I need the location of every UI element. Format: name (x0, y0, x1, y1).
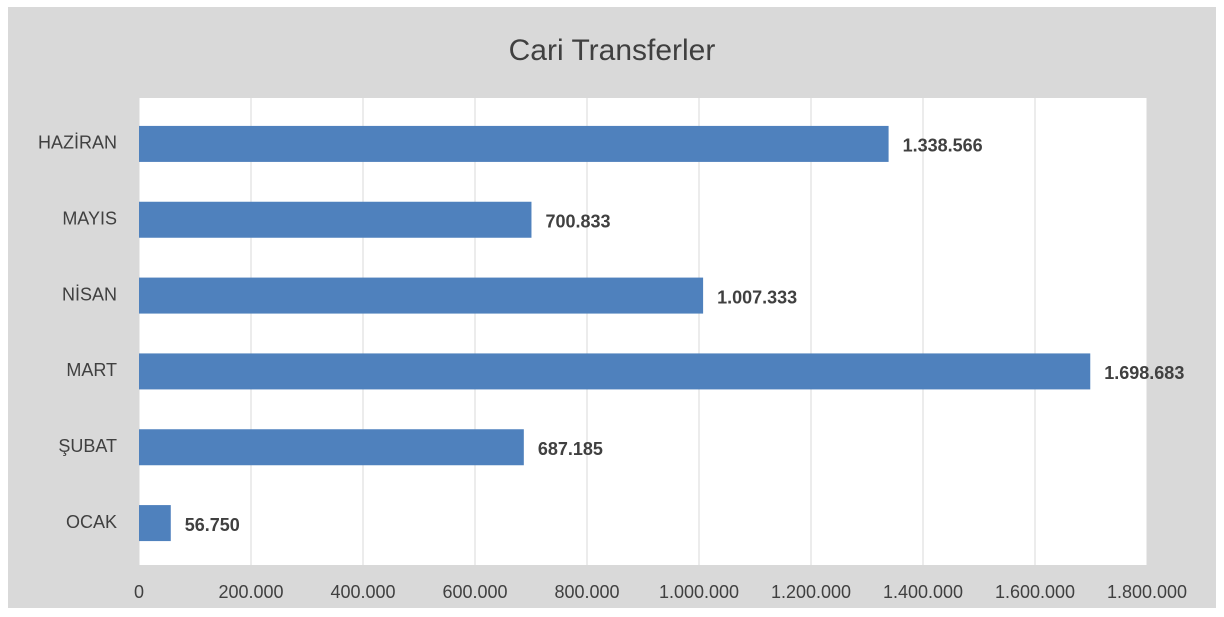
value-label: 1.698.683 (1104, 363, 1184, 383)
bar (139, 429, 524, 466)
y-tick-label: MART (66, 360, 117, 380)
value-label: 1.338.566 (903, 136, 983, 156)
x-tick-label: 1.400.000 (883, 582, 963, 602)
y-tick-label: OCAK (66, 512, 117, 532)
x-tick-label: 1.000.000 (659, 582, 739, 602)
y-tick-label: MAYIS (62, 209, 117, 229)
x-tick-label: 600.000 (442, 582, 507, 602)
plot-area (139, 98, 1147, 565)
chart-title: Cari Transferler (509, 34, 716, 67)
value-label: 1.007.333 (717, 287, 797, 307)
value-label: 56.750 (185, 515, 240, 535)
y-tick-label: ŞUBAT (58, 436, 117, 456)
x-tick-label: 800.000 (554, 582, 619, 602)
x-tick-label: 1.200.000 (771, 582, 851, 602)
bar (139, 353, 1091, 390)
value-label: 700.833 (545, 212, 610, 232)
x-tick-label: 1.800.000 (1107, 582, 1187, 602)
x-tick-label: 200.000 (218, 582, 283, 602)
bar (139, 125, 889, 162)
value-label: 687.185 (538, 439, 603, 459)
bar (139, 277, 704, 314)
x-tick-label: 1.600.000 (995, 582, 1075, 602)
bar (139, 505, 171, 542)
y-tick-label: NİSAN (62, 284, 117, 304)
bar (139, 201, 532, 238)
y-tick-label: HAZİRAN (38, 133, 117, 153)
x-tick-label: 400.000 (330, 582, 395, 602)
x-tick-label: 0 (134, 582, 144, 602)
